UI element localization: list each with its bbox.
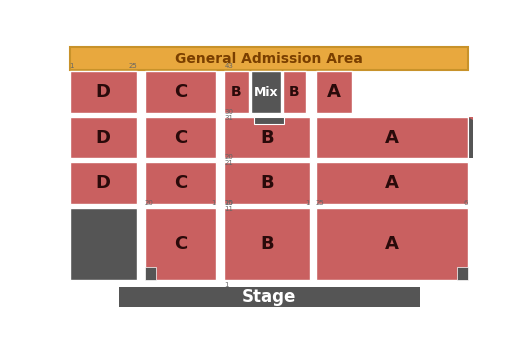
Text: 10: 10 — [224, 200, 233, 206]
Text: A: A — [385, 128, 399, 147]
Bar — [70, 117, 137, 158]
Text: A: A — [385, 235, 399, 253]
Bar — [457, 267, 468, 280]
Bar — [316, 162, 468, 204]
Bar — [145, 267, 156, 280]
Bar — [468, 117, 472, 158]
Text: B: B — [289, 85, 300, 99]
Bar — [70, 208, 137, 280]
Text: General Admission Area: General Admission Area — [175, 52, 363, 65]
Text: C: C — [174, 128, 187, 147]
Text: C: C — [174, 235, 187, 253]
Bar — [224, 208, 310, 280]
Bar — [224, 71, 249, 113]
Bar — [316, 208, 468, 280]
Text: D: D — [96, 83, 111, 101]
Bar — [224, 117, 310, 158]
Text: A: A — [327, 83, 341, 101]
Text: C: C — [174, 83, 187, 101]
Text: 43: 43 — [224, 63, 233, 69]
Text: 25: 25 — [128, 63, 137, 69]
Text: 1: 1 — [224, 282, 229, 288]
Text: 25: 25 — [224, 200, 233, 206]
Text: D: D — [96, 128, 111, 147]
Bar — [70, 162, 137, 204]
Text: B: B — [260, 235, 274, 253]
Bar — [316, 71, 352, 113]
Text: 11: 11 — [224, 206, 233, 212]
Bar — [251, 71, 281, 113]
Text: 6: 6 — [464, 200, 468, 206]
Text: 25: 25 — [316, 200, 324, 206]
Text: B: B — [260, 174, 274, 192]
Text: 1: 1 — [305, 200, 310, 206]
Bar — [145, 162, 216, 204]
Text: 31: 31 — [224, 115, 233, 121]
Bar — [70, 71, 137, 113]
Bar — [316, 117, 468, 158]
Text: 1: 1 — [212, 200, 216, 206]
Bar — [70, 47, 468, 70]
Text: Stage: Stage — [242, 288, 296, 306]
Text: 20: 20 — [145, 200, 154, 206]
Text: 30: 30 — [224, 109, 233, 114]
Text: Mix: Mix — [254, 86, 278, 98]
Bar — [119, 287, 419, 307]
Text: 1: 1 — [70, 63, 74, 69]
Text: 20: 20 — [224, 154, 233, 160]
Bar — [254, 117, 285, 124]
Text: 21: 21 — [224, 160, 233, 166]
Text: D: D — [96, 174, 111, 192]
Text: C: C — [174, 174, 187, 192]
Text: A: A — [385, 174, 399, 192]
Bar — [224, 162, 310, 204]
Polygon shape — [468, 117, 505, 140]
Bar — [284, 71, 306, 113]
Bar — [145, 208, 216, 280]
Text: B: B — [231, 85, 242, 99]
Bar — [145, 117, 216, 158]
Text: B: B — [260, 128, 274, 147]
Bar — [145, 71, 216, 113]
